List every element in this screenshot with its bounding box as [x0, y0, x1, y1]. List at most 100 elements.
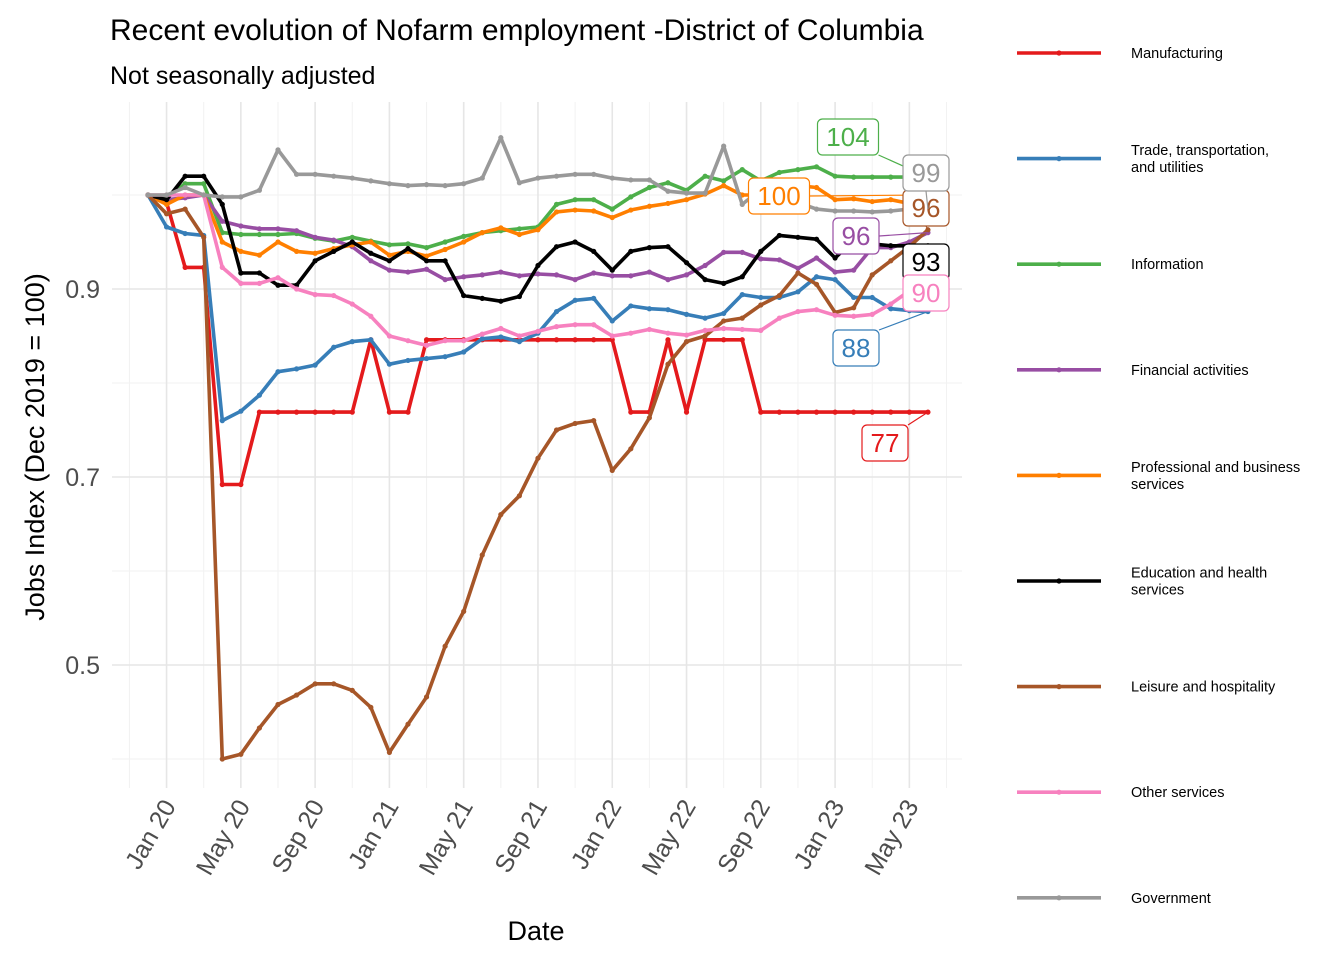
- data-point: [442, 643, 448, 649]
- data-point: [498, 511, 504, 518]
- data-point: [888, 258, 894, 264]
- data-point: [219, 194, 225, 200]
- data-point: [832, 409, 838, 415]
- end-label-box: [816, 118, 880, 156]
- end-label-box: [902, 274, 950, 312]
- data-point: [516, 339, 523, 345]
- data-point: [256, 270, 263, 276]
- data-point: [238, 280, 244, 286]
- data-point: [293, 692, 300, 698]
- data-point: [535, 262, 541, 269]
- data-point: [275, 369, 281, 375]
- data-point: [553, 209, 560, 215]
- data-point: [275, 282, 281, 288]
- data-point: [683, 409, 690, 415]
- data-point: [683, 272, 690, 278]
- data-point: [498, 269, 504, 275]
- data-point: [312, 681, 318, 687]
- data-point: [238, 231, 244, 238]
- x-tick-label: Jan 20: [120, 795, 182, 874]
- data-point: [479, 552, 485, 558]
- data-point: [461, 292, 467, 299]
- data-point: [238, 481, 244, 488]
- data-point: [163, 197, 170, 203]
- legend-label: Professional and business services: [1131, 460, 1300, 493]
- data-point: [293, 409, 300, 415]
- data-point: [275, 226, 281, 232]
- end-label-3: 96: [832, 217, 928, 255]
- data-point: [368, 337, 374, 343]
- data-point: [498, 225, 504, 231]
- data-point: [721, 325, 727, 332]
- data-point: [442, 258, 448, 264]
- data-point: [739, 167, 745, 173]
- legend-key-point: [1056, 684, 1062, 690]
- end-label-connector: [907, 411, 929, 426]
- data-point: [405, 409, 411, 415]
- data-point: [349, 175, 355, 181]
- data-point: [219, 264, 225, 270]
- data-point: [721, 249, 727, 255]
- data-point: [665, 200, 671, 207]
- data-point: [312, 292, 318, 298]
- data-point: [795, 270, 801, 276]
- data-point: [516, 333, 523, 339]
- data-point: [331, 344, 337, 350]
- data-point: [776, 257, 782, 263]
- data-point: [628, 248, 634, 254]
- data-point: [591, 171, 597, 177]
- data-point: [163, 192, 170, 198]
- data-point: [293, 286, 300, 292]
- legend-key-point: [1056, 50, 1062, 56]
- data-point: [851, 305, 857, 311]
- data-point: [442, 354, 448, 360]
- data-point: [739, 337, 745, 343]
- end-label-box: [832, 217, 880, 255]
- data-point: [312, 409, 318, 415]
- data-point: [256, 409, 263, 415]
- data-point: [813, 307, 820, 313]
- end-label-connector: [925, 225, 929, 231]
- data-point: [256, 187, 263, 193]
- data-point: [813, 236, 820, 242]
- data-point: [665, 337, 671, 343]
- x-tick-label: May 23: [859, 795, 924, 880]
- x-tick-label: Jan 21: [343, 795, 405, 874]
- data-point: [386, 333, 393, 339]
- data-point: [349, 301, 355, 307]
- end-label-text: 100: [757, 181, 800, 211]
- data-point: [293, 366, 300, 372]
- data-point: [293, 228, 300, 234]
- data-point: [665, 180, 671, 186]
- y-axis-label: Jobs Index (Dec 2019 = 100): [20, 273, 50, 620]
- data-point: [238, 751, 244, 757]
- data-point: [572, 420, 578, 427]
- data-point: [628, 177, 634, 183]
- data-point: [182, 206, 188, 212]
- series-6: [145, 192, 931, 762]
- data-point: [888, 306, 894, 312]
- data-point: [163, 211, 170, 217]
- data-point: [869, 409, 875, 415]
- legend-key-point: [1056, 367, 1062, 373]
- data-point: [683, 339, 690, 345]
- data-point: [591, 197, 597, 203]
- data-point: [832, 173, 838, 179]
- data-point: [405, 241, 411, 247]
- data-point: [721, 280, 727, 286]
- data-point: [683, 197, 690, 203]
- data-point: [591, 418, 597, 424]
- data-point: [553, 308, 560, 315]
- data-point: [275, 409, 281, 415]
- data-point: [813, 206, 820, 212]
- data-point: [776, 315, 782, 321]
- x-axis-ticks: Jan 20 May 20 Sep 20 Jan 21 May 21 Sep 21 Jan …: [120, 795, 925, 880]
- data-point: [702, 337, 708, 343]
- data-point: [628, 303, 634, 309]
- legend-item-1: Trade, transportation, and utilities: [1017, 143, 1269, 176]
- data-point: [795, 308, 801, 315]
- legend-label: Financial activities: [1131, 363, 1249, 379]
- data-point: [182, 264, 188, 270]
- data-point: [535, 337, 541, 343]
- data-point: [721, 143, 727, 149]
